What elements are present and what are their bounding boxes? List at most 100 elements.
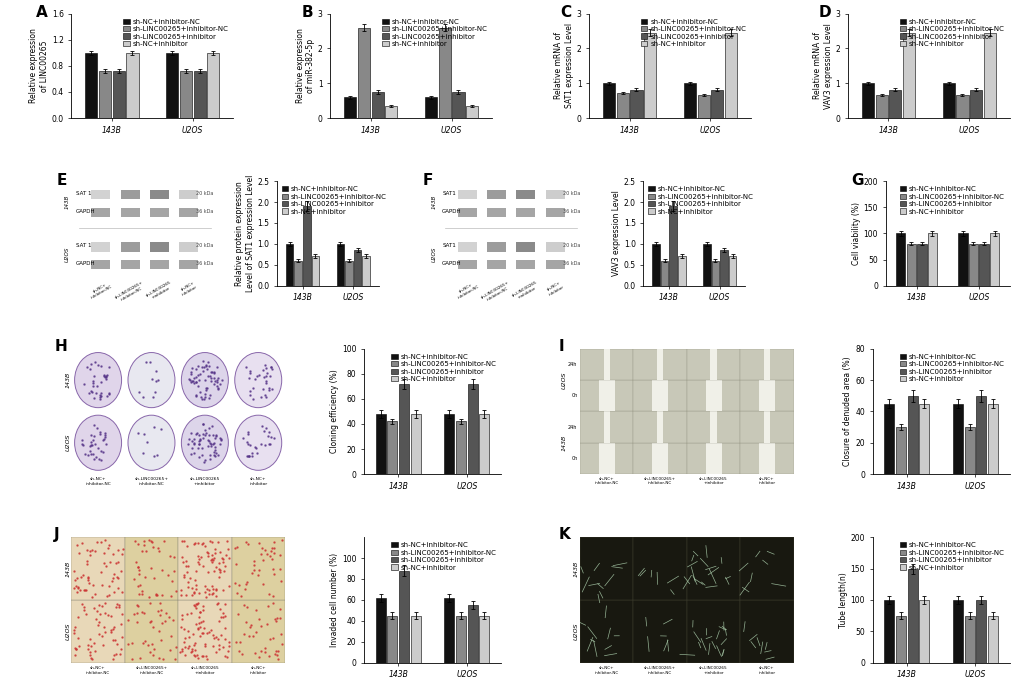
Bar: [602, 83, 614, 118]
Bar: [598, 443, 614, 474]
Bar: [668, 206, 677, 285]
Text: 36 kDa: 36 kDa: [562, 261, 580, 266]
Bar: [740, 443, 793, 474]
Text: 0h: 0h: [571, 456, 577, 461]
Bar: [883, 404, 894, 474]
Bar: [343, 97, 356, 118]
Text: C: C: [559, 5, 571, 20]
Bar: [150, 242, 169, 252]
Bar: [633, 349, 686, 380]
Bar: [883, 600, 894, 663]
Bar: [166, 53, 178, 118]
Bar: [150, 260, 169, 269]
Bar: [740, 380, 793, 411]
Y-axis label: Relative protein expression
Level of SAT1 expression Level: Relative protein expression Level of SAT…: [235, 175, 255, 292]
Bar: [120, 208, 140, 217]
Bar: [660, 261, 667, 285]
Bar: [336, 244, 343, 285]
Bar: [861, 83, 873, 118]
Bar: [697, 96, 709, 118]
Text: sh-LINC00265
+inhibitor: sh-LINC00265 +inhibitor: [145, 281, 174, 302]
Bar: [978, 244, 987, 285]
Bar: [656, 411, 662, 443]
Bar: [683, 83, 695, 118]
Legend: sh-NC+inhibitor-NC, sh-LINC00265+inhibitor-NC, sh-LINC00265+inhibitor, sh-NC+inh: sh-NC+inhibitor-NC, sh-LINC00265+inhibit…: [898, 352, 1006, 383]
Bar: [486, 242, 505, 252]
Text: 36 kDa: 36 kDa: [197, 209, 214, 214]
Ellipse shape: [181, 352, 228, 408]
Bar: [964, 427, 974, 474]
Bar: [740, 600, 793, 663]
Bar: [486, 208, 505, 217]
Bar: [375, 598, 385, 663]
Bar: [466, 106, 478, 118]
Bar: [178, 538, 231, 600]
Bar: [458, 190, 476, 199]
Bar: [630, 89, 642, 118]
Bar: [179, 71, 192, 118]
Text: sh-LINC00265+
inhibitor-NC: sh-LINC00265+ inhibitor-NC: [114, 281, 146, 304]
Text: sh-LINC00265
+inhibitor: sh-LINC00265 +inhibitor: [699, 477, 728, 485]
Bar: [71, 538, 124, 600]
Bar: [986, 404, 998, 474]
Bar: [303, 206, 311, 285]
Text: 36 kDa: 36 kDa: [197, 261, 214, 266]
Bar: [398, 384, 409, 474]
Bar: [85, 53, 97, 118]
Bar: [467, 384, 477, 474]
Text: J: J: [54, 527, 60, 542]
Bar: [580, 380, 633, 411]
Bar: [975, 600, 985, 663]
Bar: [644, 33, 655, 118]
Text: sh-LINC00265
+inhibitor: sh-LINC00265 +inhibitor: [511, 281, 540, 302]
Bar: [705, 443, 720, 474]
Bar: [385, 106, 397, 118]
Y-axis label: Relative mRNA of
VAV3 expression Level: Relative mRNA of VAV3 expression Level: [812, 23, 832, 109]
Bar: [99, 71, 111, 118]
Bar: [150, 190, 169, 199]
Bar: [758, 380, 774, 411]
Bar: [616, 93, 628, 118]
Bar: [354, 250, 361, 285]
Bar: [989, 234, 999, 285]
Bar: [895, 615, 905, 663]
Y-axis label: Cell viability (%): Cell viability (%): [851, 202, 860, 265]
Bar: [120, 260, 140, 269]
Bar: [740, 538, 793, 600]
Bar: [952, 600, 962, 663]
Text: SAT 1: SAT 1: [75, 191, 92, 196]
Bar: [194, 71, 206, 118]
Text: 143B: 143B: [65, 195, 70, 209]
Text: H: H: [54, 339, 67, 354]
Text: 143B: 143B: [65, 372, 70, 388]
Bar: [633, 380, 686, 411]
Legend: sh-NC+inhibitor-NC, sh-LINC00265+inhibitor-NC, sh-LINC00265+inhibitor, sh-NC+inh: sh-NC+inhibitor-NC, sh-LINC00265+inhibit…: [389, 352, 497, 383]
Bar: [710, 89, 722, 118]
Bar: [516, 190, 535, 199]
Bar: [479, 615, 489, 663]
Bar: [516, 242, 535, 252]
Bar: [112, 71, 124, 118]
Ellipse shape: [74, 352, 121, 408]
Text: SAT 1: SAT 1: [75, 243, 92, 249]
Text: 0h: 0h: [571, 393, 577, 398]
Bar: [633, 411, 686, 443]
Bar: [516, 260, 535, 269]
Bar: [458, 260, 476, 269]
Text: SAT1: SAT1: [441, 191, 455, 196]
Bar: [711, 261, 718, 285]
Bar: [91, 260, 110, 269]
Text: I: I: [558, 339, 564, 354]
Bar: [387, 421, 397, 474]
Text: 143B: 143B: [561, 434, 566, 451]
Bar: [479, 414, 489, 474]
Bar: [902, 33, 914, 118]
Bar: [651, 380, 667, 411]
Bar: [968, 244, 977, 285]
Text: 20 kDa: 20 kDa: [562, 191, 580, 196]
Legend: sh-NC+inhibitor-NC, sh-LINC00265+inhibitor-NC, sh-LINC00265+inhibitor, sh-NC+inh: sh-NC+inhibitor-NC, sh-LINC00265+inhibit…: [122, 17, 229, 48]
Text: B: B: [301, 5, 313, 20]
Text: 143B: 143B: [574, 561, 579, 576]
Y-axis label: Tube length(n): Tube length(n): [838, 572, 847, 628]
Bar: [455, 615, 466, 663]
